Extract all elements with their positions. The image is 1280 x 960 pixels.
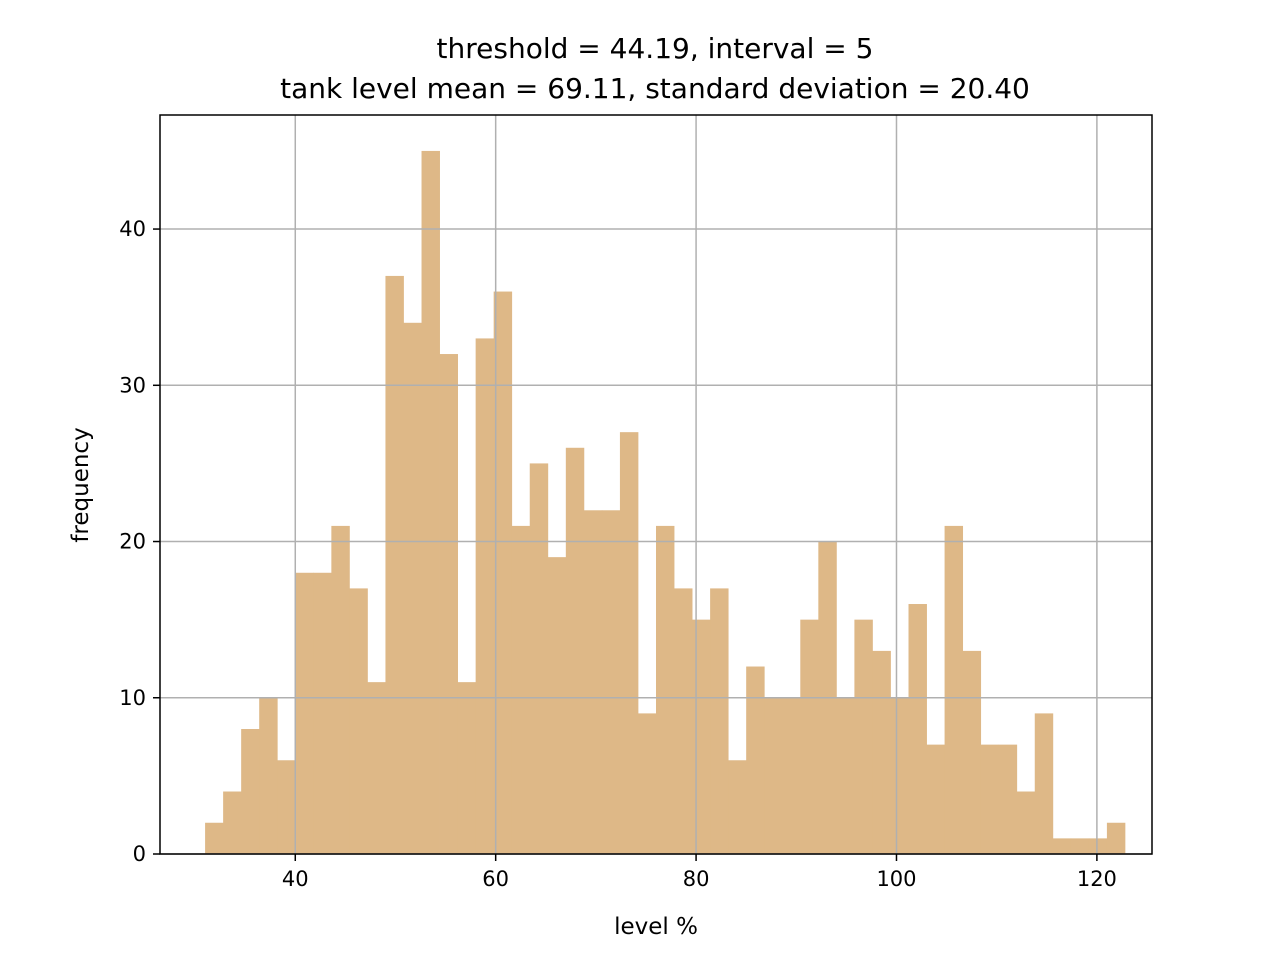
- histogram-bar: [710, 588, 729, 854]
- bars-group: [205, 150, 1126, 854]
- histogram-bar: [1034, 713, 1054, 854]
- histogram-bar: [890, 697, 909, 854]
- histogram-bar: [367, 682, 386, 854]
- histogram-bar: [241, 729, 260, 854]
- histogram-bar: [1088, 838, 1108, 854]
- histogram-bar: [1016, 791, 1036, 854]
- histogram-bar: [565, 447, 585, 854]
- x-tick-label: 60: [482, 867, 509, 891]
- y-tick-label: 10: [119, 686, 146, 710]
- y-ticks-group: 0 10 20 30 40: [119, 217, 160, 866]
- histogram-bar: [800, 619, 819, 854]
- histogram-bar: [980, 744, 1000, 854]
- histogram-bar: [782, 697, 801, 854]
- histogram-bar: [295, 572, 314, 854]
- histogram-bar: [1106, 822, 1126, 854]
- histogram-bar: [457, 682, 477, 854]
- histogram-bar: [619, 432, 639, 854]
- histogram-bar: [656, 525, 675, 854]
- histogram-bar: [403, 322, 422, 854]
- histogram-bar: [926, 744, 945, 854]
- histogram-bar: [944, 525, 964, 854]
- histogram-bar: [674, 588, 693, 854]
- histogram-bar: [764, 697, 783, 854]
- histogram-bar: [1070, 838, 1090, 854]
- histogram-bar: [277, 760, 296, 854]
- plot-frame: [159, 114, 1153, 855]
- y-tick-label: 20: [119, 530, 146, 554]
- histogram-bar: [998, 744, 1018, 854]
- grid-group: [160, 115, 1152, 855]
- histogram-bar: [349, 588, 368, 854]
- histogram-bar: [475, 338, 495, 854]
- histogram-bar: [962, 650, 982, 854]
- y-axis-label: frequency: [68, 427, 94, 542]
- y-tick-label: 40: [119, 217, 146, 241]
- y-tick-label: 0: [133, 842, 146, 866]
- x-tick-label: 80: [683, 867, 710, 891]
- histogram-bar: [493, 291, 513, 854]
- histogram-bar: [637, 713, 657, 854]
- histogram-bar: [601, 510, 621, 854]
- chart-title: threshold = 44.19, interval = 5: [437, 32, 874, 65]
- histogram-bar: [908, 604, 927, 854]
- histogram-bar: [421, 150, 440, 854]
- x-tick-label: 120: [1077, 867, 1117, 891]
- histogram-bar: [692, 619, 711, 854]
- histogram-bar: [205, 822, 224, 854]
- histogram-bar: [728, 760, 747, 854]
- histogram-bar: [746, 666, 765, 854]
- histogram-bar: [439, 354, 458, 854]
- histogram-bar: [872, 650, 891, 854]
- histogram-bar: [385, 275, 404, 854]
- histogram-bar: [331, 525, 350, 854]
- histogram-bar: [1052, 838, 1072, 854]
- x-tick-label: 100: [876, 867, 916, 891]
- histogram-bar: [529, 463, 549, 854]
- histogram-bar: [547, 557, 567, 854]
- chart-subtitle: tank level mean = 69.11, standard deviat…: [280, 72, 1030, 105]
- histogram-bar: [259, 697, 278, 854]
- x-axis-label: level %: [614, 914, 698, 940]
- histogram-bar: [313, 572, 332, 854]
- x-ticks-group: 40 60 80 100 120: [282, 854, 1117, 891]
- histogram-bar: [583, 510, 603, 854]
- y-tick-label: 30: [119, 373, 146, 397]
- histogram-bar: [836, 697, 855, 854]
- x-tick-label: 40: [282, 867, 309, 891]
- histogram-bar: [511, 525, 531, 854]
- histogram-bar: [223, 791, 242, 854]
- histogram-bar: [854, 619, 873, 854]
